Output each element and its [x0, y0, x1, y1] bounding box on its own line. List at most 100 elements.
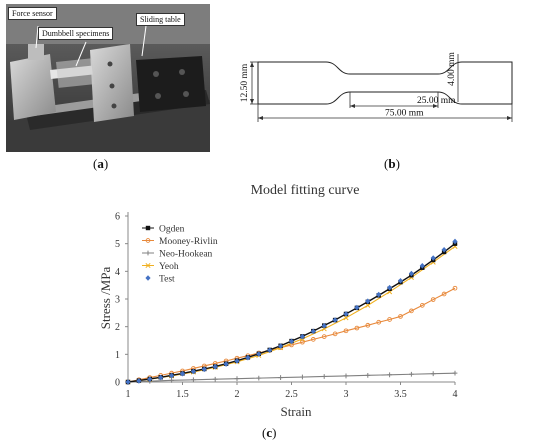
data-point-mooney-rivlin	[452, 285, 458, 291]
data-point-test	[190, 368, 196, 375]
x-axis-label: Strain	[280, 404, 312, 419]
series-test	[125, 238, 458, 385]
y-tick-label: 4	[115, 267, 120, 278]
legend-marker-mooney-rivlin	[145, 238, 151, 243]
legend-marker-yeoh	[145, 262, 151, 269]
data-point-test	[441, 246, 447, 253]
data-point-mooney-rivlin	[430, 297, 436, 302]
legend-entry-ogden: Ogden	[142, 225, 185, 235]
data-point-test	[387, 284, 393, 291]
data-point-test	[354, 304, 360, 311]
series-line-mooney-rivlin	[127, 287, 456, 383]
panel-a-label: (a)	[93, 156, 109, 171]
data-point-neo-hookean	[365, 372, 371, 378]
x-tick-label: 2.5	[285, 389, 298, 400]
data-point-test	[310, 328, 316, 335]
data-point-mooney-rivlin	[354, 325, 360, 331]
y-tick-label: 1	[115, 350, 120, 361]
specimen-outline	[257, 61, 513, 105]
legend-label-neo-hookean: Neo-Hookean	[159, 250, 213, 260]
series-line-neo-hookean	[127, 372, 456, 383]
dumbbell-specimens-callout: Dumbbell specimens	[38, 27, 114, 40]
legend-label-test: Test	[159, 275, 175, 285]
y-tick-label: 5	[115, 239, 120, 250]
panel-b-label: (b)	[384, 156, 400, 171]
data-point-neo-hookean	[409, 371, 414, 377]
data-point-yeoh	[343, 315, 349, 321]
data-point-neo-hookean	[212, 376, 218, 382]
data-point-mooney-rivlin	[365, 322, 371, 328]
x-tick-label: 1.5	[176, 389, 189, 400]
end-width-label: 12.50 mm	[240, 63, 250, 102]
data-point-test	[158, 374, 164, 381]
data-point-neo-hookean	[321, 374, 327, 379]
data-point-test	[169, 372, 175, 379]
data-point-mooney-rivlin	[310, 337, 316, 342]
chart-series	[125, 238, 458, 385]
legend-marker-ogden	[145, 225, 151, 231]
x-tick-label: 3.5	[394, 389, 407, 400]
dumbbell-specimen-drawing: 25.00 mm 75.00 mm 12.50 mm 4.00 mm	[240, 52, 513, 122]
legend-marker-neo-hookean	[145, 250, 151, 256]
data-point-neo-hookean	[387, 372, 392, 378]
chart-title: Model fitting curve	[251, 183, 360, 198]
gauge-length-label: 25.00 mm	[417, 96, 456, 106]
model-fitting-chart: Model fitting curve 1 1.5 2 2.5 3 3.5 40123456…	[100, 183, 458, 419]
data-point-neo-hookean	[169, 377, 174, 383]
data-point-test	[212, 363, 218, 370]
legend-label-ogden: Ogden	[159, 225, 185, 235]
legend-entry-neo-hookean: Neo-Hookean	[142, 250, 213, 260]
x-tick-label: 3	[344, 389, 349, 400]
legend-label-yeoh: Yeoh	[159, 262, 179, 272]
data-point-test	[125, 379, 131, 385]
data-point-test	[397, 277, 404, 284]
data-point-mooney-rivlin	[441, 291, 447, 297]
y-tick-label: 3	[115, 295, 120, 306]
data-point-test	[376, 291, 382, 298]
data-point-mooney-rivlin	[376, 319, 382, 325]
data-point-test	[288, 338, 295, 345]
y-tick-label: 2	[115, 322, 120, 333]
data-point-test	[343, 311, 349, 317]
data-point-neo-hookean	[300, 374, 305, 380]
data-point-mooney-rivlin	[321, 334, 327, 339]
data-point-test	[452, 238, 458, 245]
data-point-test	[223, 361, 229, 367]
legend-entry-test: Test	[145, 275, 175, 285]
data-point-test	[245, 354, 251, 361]
legend-marker-test	[145, 275, 151, 281]
data-point-neo-hookean	[256, 375, 262, 381]
data-point-test	[179, 370, 186, 377]
chart-legend: Ogden Mooney-Rivlin Neo-Hookean Yeoh Test	[142, 225, 218, 285]
overall-length-label: 75.00 mm	[385, 109, 424, 119]
data-point-neo-hookean	[430, 371, 436, 377]
force-sensor-callout: Force sensor	[8, 7, 57, 20]
gauge-width-label: 4.00 mm	[447, 52, 457, 86]
test-rig-photo: Force sensor Dumbbell specimens Sliding …	[6, 4, 210, 152]
data-point-mooney-rivlin	[419, 303, 425, 308]
data-point-mooney-rivlin	[300, 339, 305, 345]
data-point-test	[408, 270, 414, 277]
y-axis-label: Stress /MPa	[100, 267, 113, 330]
data-point-mooney-rivlin	[387, 317, 392, 322]
data-point-mooney-rivlin	[332, 331, 338, 337]
data-point-test	[234, 358, 240, 364]
y-tick-label: 0	[115, 378, 120, 389]
legend-label-mooney-rivlin: Mooney-Rivlin	[159, 237, 218, 247]
panel-c-label: (c)	[262, 425, 277, 440]
data-point-test	[201, 366, 207, 373]
data-point-test	[299, 333, 305, 340]
data-point-neo-hookean	[343, 373, 349, 379]
data-point-test	[136, 378, 142, 384]
data-point-test	[321, 323, 327, 329]
series-mooney-rivlin	[125, 285, 458, 385]
y-tick-label: 6	[115, 212, 120, 223]
data-point-mooney-rivlin	[343, 328, 349, 334]
x-tick-label: 4	[453, 389, 458, 400]
legend-entry-yeoh: Yeoh	[142, 262, 179, 272]
data-point-neo-hookean	[278, 375, 283, 380]
data-point-neo-hookean	[452, 370, 458, 376]
x-tick-label: 1	[126, 389, 131, 400]
data-point-neo-hookean	[191, 377, 196, 383]
